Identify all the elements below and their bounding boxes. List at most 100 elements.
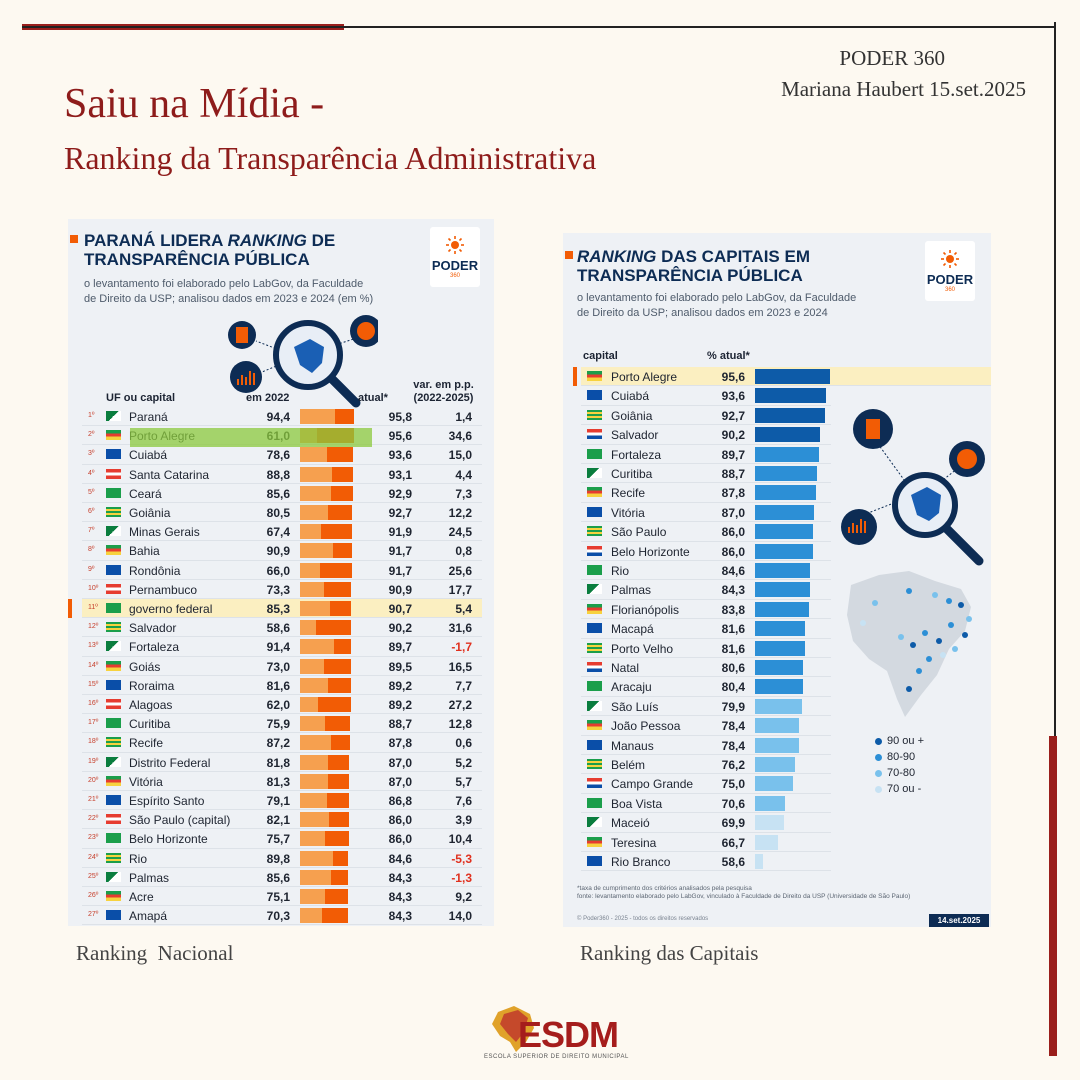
caption-capitals: Ranking das Capitais [580, 941, 759, 965]
footnote: *taxa de cumprimento dos critérios anali… [577, 885, 911, 901]
table-row: Natal 80,6 [581, 658, 831, 678]
rank-label: 9º [88, 565, 95, 573]
bar-value [755, 446, 820, 462]
rank-label: 20º [88, 776, 99, 784]
variation-value: 24,5 [448, 525, 472, 540]
bar-value [755, 485, 816, 501]
flag-icon [587, 565, 602, 575]
rank-label: 21º [88, 796, 99, 803]
bar-value [755, 679, 803, 695]
capital-name: Teresina [611, 835, 657, 850]
col-2022-header: em 2022 [246, 392, 290, 404]
flag-icon [106, 487, 121, 498]
value-2022: 70,3 [266, 909, 290, 924]
flag-icon [106, 449, 121, 460]
value-now: 87,8 [388, 736, 412, 751]
variation-value: 7,3 [455, 486, 472, 501]
decorative-top-line [22, 26, 1056, 28]
value-2022: 89,8 [266, 851, 290, 866]
region-name: Rondônia [129, 563, 181, 578]
variation-value: 14,0 [448, 909, 472, 924]
value-2022: 85,6 [266, 486, 290, 501]
flag-icon [587, 468, 602, 478]
variation-value: 25,6 [448, 563, 472, 578]
table-row: 27º Amapá 70,3 84,3 14,0 [82, 906, 482, 926]
flag-icon [106, 526, 121, 537]
value-2022: 85,3 [266, 602, 290, 616]
variation-value: 10,4 [448, 832, 472, 847]
bar-value [755, 582, 810, 598]
bar-2022 [300, 812, 329, 828]
region-name: Roraima [129, 678, 175, 693]
magnifier-illustration [228, 315, 378, 408]
flag-icon [587, 662, 602, 672]
value-now: 95,6 [388, 429, 412, 444]
table-row: Vitória 87,0 [581, 503, 831, 523]
bar-now [328, 677, 351, 693]
flag-icon [106, 545, 121, 556]
source-name: PODER 360 [839, 46, 945, 70]
bar-value [755, 563, 811, 578]
bar-2022 [300, 485, 331, 501]
bar-now [327, 793, 350, 808]
value-now: 89,7 [721, 447, 745, 462]
flag-icon [106, 814, 121, 825]
value-now: 84,6 [721, 564, 745, 578]
value-now: 86,8 [388, 794, 412, 808]
bar-now [335, 409, 355, 424]
flag-icon [587, 700, 602, 711]
capital-name: João Pessoa [611, 719, 681, 734]
flag-icon [587, 545, 602, 556]
sun-icon [941, 250, 959, 268]
bar-now [323, 581, 352, 597]
table-row: 24º Rio 89,8 84,6 -5,3 [82, 849, 482, 868]
value-now: 79,9 [721, 699, 745, 714]
capital-name: Macapá [611, 622, 654, 637]
highlight-marker [573, 367, 577, 386]
bar-value [755, 369, 830, 384]
variation-value: 15,0 [448, 448, 472, 463]
bar-2022 [300, 793, 327, 808]
table-row: 10º Pernambuco 73,3 90,9 17,7 [82, 580, 482, 599]
flag-icon [587, 526, 602, 537]
table-row: 21º Espírito Santo 79,1 86,8 7,6 [82, 791, 482, 811]
rank-label: 1º [88, 412, 95, 419]
value-2022: 79,1 [266, 794, 290, 808]
capital-name: Manaus [611, 738, 654, 753]
bar-value [755, 543, 813, 559]
capital-name: Palmas [611, 583, 652, 598]
value-2022: 94,4 [266, 410, 290, 424]
value-2022: 75,7 [266, 832, 290, 847]
capital-name: Fortaleza [611, 447, 662, 462]
bar-2022 [300, 735, 332, 751]
value-now: 80,4 [721, 680, 745, 695]
variation-value: 17,7 [448, 582, 472, 597]
value-now: 81,6 [721, 641, 745, 656]
flag-icon [106, 718, 121, 729]
value-now: 70,6 [721, 796, 745, 811]
value-now: 93,6 [388, 448, 412, 463]
value-2022: 75,9 [266, 717, 290, 732]
bar-now [333, 639, 351, 655]
flag-icon [106, 910, 121, 921]
capital-name: Maceió [611, 816, 650, 831]
region-name: Distrito Federal [129, 755, 211, 770]
flag-icon [106, 699, 121, 709]
bar-2022 [300, 466, 333, 482]
capital-name: Cuiabá [611, 389, 650, 404]
legend-item-80: 80-90 [875, 749, 924, 765]
rank-label: 24º [88, 853, 99, 861]
bar-now [326, 447, 353, 463]
col-name-header: UF ou capital [106, 392, 176, 404]
flag-icon [587, 623, 602, 634]
table-row: Manaus 78,4 [581, 736, 831, 755]
flag-icon [106, 603, 121, 613]
value-now: 80,6 [721, 661, 745, 675]
bar-2022 [300, 658, 324, 674]
bar-2022 [300, 524, 321, 540]
table-row: Fortaleza 89,7 [581, 445, 831, 464]
bar-2022 [300, 697, 318, 712]
table-row: Maceió 69,9 [581, 813, 831, 833]
value-2022: 88,8 [266, 467, 290, 482]
value-now: 84,3 [388, 909, 412, 924]
